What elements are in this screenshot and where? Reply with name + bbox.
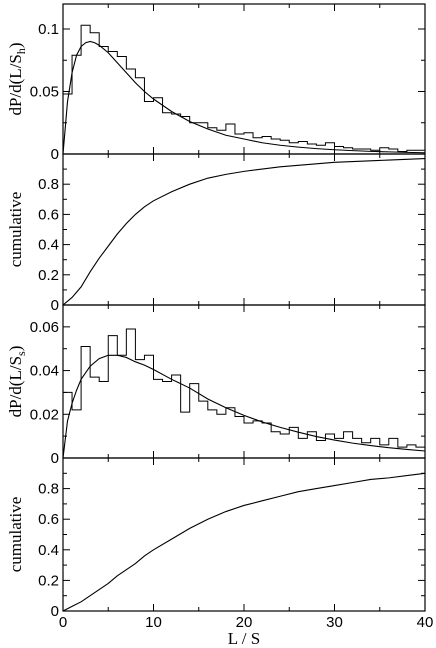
x-tick-label: 10 [145, 614, 162, 631]
cumulative-curve [62, 157, 426, 306]
panel-frame [62, 3, 426, 155]
x-tick-label: 20 [236, 614, 253, 631]
x-axis-label: L / S [228, 629, 260, 648]
fit-curve [62, 354, 426, 459]
x-tick-label: 0 [59, 614, 67, 631]
panel-frame [62, 153, 426, 306]
histogram-series [62, 328, 426, 458]
y-tick-label: 0.1 [38, 21, 59, 38]
panel-frame [62, 457, 426, 612]
y-tick-label: 0.4 [38, 542, 59, 559]
y-tick-label: 0 [51, 450, 59, 467]
y-tick-label: 0 [51, 297, 59, 314]
histogram-series [62, 24, 426, 154]
x-tick-label: 40 [417, 614, 434, 631]
y-tick-label: 0 [51, 146, 59, 163]
panel-frame [62, 304, 426, 459]
y-tick-label: 0.05 [30, 84, 59, 101]
y-axis-label-tail: ) [6, 346, 25, 352]
y-tick-label: 0 [51, 603, 59, 620]
y-tick-label: 0.8 [38, 176, 59, 193]
y-axis-label: dP/d(L/Sh) [6, 42, 28, 115]
y-axis-label-subscript: s [14, 351, 28, 356]
y-tick-label: 0.6 [38, 511, 59, 528]
y-axis-label-text: dP/d(L/S [6, 356, 25, 417]
y-tick-label: 0.06 [30, 319, 59, 336]
y-axis-label-text: cumulative [6, 192, 25, 268]
y-axis-label: cumulative [6, 497, 25, 573]
cumulative-curve [62, 472, 426, 612]
x-tick-label: 30 [326, 614, 343, 631]
y-axis-label-text: dP/d(L/S [6, 54, 25, 115]
y-tick-label: 0.4 [38, 237, 59, 254]
y-axis-label-text: cumulative [6, 497, 25, 573]
y-tick-label: 0.8 [38, 481, 59, 498]
y-axis-label-tail: ) [6, 42, 25, 48]
y-axis-label-subscript: h [14, 48, 28, 54]
panel-2: 0 0.2 0.4 0.6 0.8 cumulative [6, 153, 426, 314]
panel-1: 0 0.05 0.1 dP/d(L/Sh) [6, 3, 426, 163]
y-tick-label: 0.04 [30, 363, 59, 380]
y-tick-label: 0.6 [38, 206, 59, 223]
y-tick-label: 0.2 [38, 267, 59, 284]
fit-curve [62, 40, 426, 155]
panel-4: 0 0.2 0.4 0.6 0.8 cumulative 0 10 20 30 40 L / S [6, 457, 434, 648]
y-axis-label: cumulative [6, 192, 25, 268]
y-tick-label: 0.2 [38, 572, 59, 589]
y-axis-label: dP/d(L/Ss) [6, 346, 28, 418]
y-tick-label: 0.02 [30, 406, 59, 423]
